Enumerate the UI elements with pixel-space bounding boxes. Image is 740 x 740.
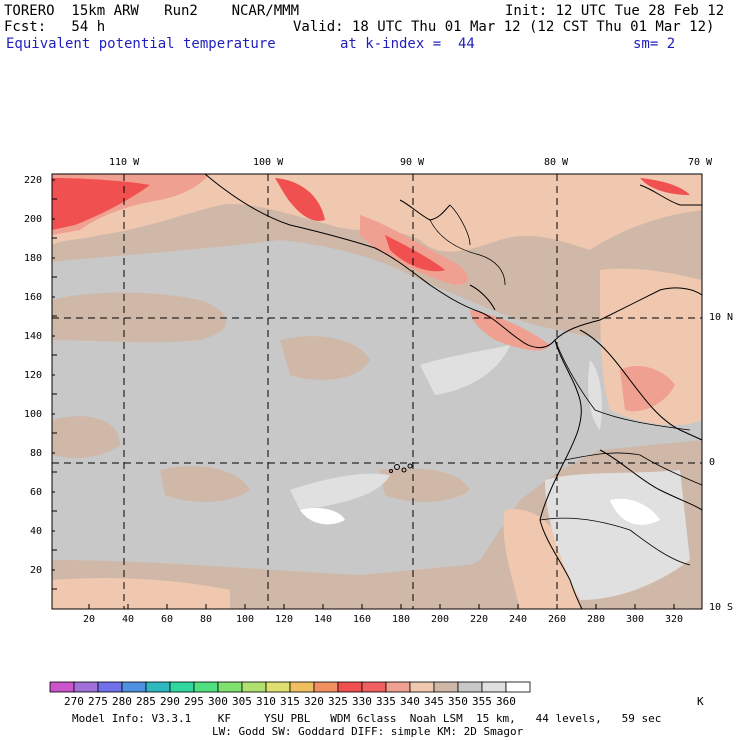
colorbar-swatch xyxy=(313,681,339,693)
theta-e-field xyxy=(52,174,702,609)
colorbar-label: 335 xyxy=(376,695,396,708)
x-tick-label: 100 xyxy=(236,614,255,625)
x-tick-label: 320 xyxy=(665,614,684,625)
y-tick-label: 180 xyxy=(24,253,43,264)
x-tick-label: 200 xyxy=(431,614,450,625)
colorbar-swatch xyxy=(361,681,387,693)
model-info: Model Info: V3.3.1 KF YSU PBL WDM 6class… xyxy=(72,712,662,725)
y-tick-label: 160 xyxy=(24,292,43,303)
y-tick-label: 100 xyxy=(24,409,43,420)
colorbar-label: 305 xyxy=(232,695,252,708)
valid-time: Valid: 18 UTC Thu 01 Mar 12 (12 CST Thu … xyxy=(293,19,715,35)
y-tick-label: 80 xyxy=(30,448,43,459)
y-tick-label: 220 xyxy=(24,175,43,186)
x-tick-label: 80 xyxy=(200,614,213,625)
colorbar-label: 330 xyxy=(352,695,372,708)
colorbar-swatch xyxy=(217,681,243,693)
forecast-hour: Fcst: 54 h xyxy=(4,19,106,35)
borders xyxy=(429,204,703,566)
x-tick-label: 180 xyxy=(392,614,411,625)
colorbar-swatch xyxy=(193,681,219,693)
colorbar-swatch xyxy=(337,681,363,693)
colorbar-label: 360 xyxy=(496,695,516,708)
colorbar-unit: K xyxy=(697,695,704,708)
colorbar-label: 300 xyxy=(208,695,228,708)
colorbar-swatch xyxy=(505,681,531,693)
x-tick-label: 220 xyxy=(470,614,489,625)
colorbar-swatch xyxy=(73,681,99,693)
x-tick-label: 240 xyxy=(509,614,528,625)
colorbar-label: 270 xyxy=(64,695,84,708)
lat-label-0: 0 xyxy=(709,457,716,468)
colorbar-label: 310 xyxy=(256,695,276,708)
x-tick-label: 140 xyxy=(314,614,333,625)
colorbar-swatch xyxy=(289,681,315,693)
colorbar-swatch xyxy=(49,681,75,693)
colorbar-swatch xyxy=(409,681,435,693)
y-tick-label: 20 xyxy=(30,565,43,576)
colorbar-label: 350 xyxy=(448,695,468,708)
lon-label-70w: 70 W xyxy=(688,157,713,168)
model-run-title: TORERO 15km ARW Run2 NCAR/MMM xyxy=(4,3,300,19)
colorbar-swatch xyxy=(481,681,507,693)
coastlines xyxy=(204,173,703,610)
x-tick-label: 280 xyxy=(587,614,606,625)
colorbar-swatch xyxy=(265,681,291,693)
lat-label-10s: 10 S xyxy=(709,602,734,613)
x-tick-label: 20 xyxy=(83,614,96,625)
colorbar-label: 280 xyxy=(112,695,132,708)
colorbar-swatch xyxy=(433,681,459,693)
y-tick-label: 140 xyxy=(24,331,43,342)
y-tick-label: 60 xyxy=(30,487,43,498)
y-tick-label: 120 xyxy=(24,370,43,381)
colorbar-label: 325 xyxy=(328,695,348,708)
lon-label-100w: 100 W xyxy=(253,157,284,168)
colorbar-label: 340 xyxy=(400,695,420,708)
physics-info: LW: Godd SW: Goddard DIFF: simple KM: 2D… xyxy=(212,725,524,738)
x-tick-label: 40 xyxy=(122,614,135,625)
smoothing: sm= 2 xyxy=(633,36,676,52)
x-tick-label: 260 xyxy=(548,614,567,625)
lat-label-10n: 10 N xyxy=(709,312,734,323)
colorbar-swatch xyxy=(241,681,267,693)
colorbar-swatch xyxy=(121,681,147,693)
colorbar-swatch xyxy=(97,681,123,693)
colorbar-swatch xyxy=(145,681,171,693)
x-tick-label: 120 xyxy=(275,614,294,625)
x-tick-label: 60 xyxy=(161,614,174,625)
axis-ticks xyxy=(52,179,675,609)
colorbar-label: 275 xyxy=(88,695,108,708)
lon-label-110w: 110 W xyxy=(109,157,140,168)
colorbar-swatch xyxy=(169,681,195,693)
colorbar-label: 315 xyxy=(280,695,300,708)
lat-lon-grid xyxy=(52,174,702,609)
y-tick-label: 40 xyxy=(30,526,43,537)
colorbar-label: 345 xyxy=(424,695,444,708)
colorbar-label: 290 xyxy=(160,695,180,708)
lon-label-80w: 80 W xyxy=(544,157,569,168)
colorbar-label: 295 xyxy=(184,695,204,708)
lon-label-90w: 90 W xyxy=(400,157,425,168)
x-tick-label: 160 xyxy=(353,614,372,625)
field-name: Equivalent potential temperature xyxy=(6,36,276,52)
colorbar-swatch xyxy=(457,681,483,693)
k-index: at k-index = 44 xyxy=(340,36,475,52)
x-tick-label: 300 xyxy=(626,614,645,625)
colorbar-label: 285 xyxy=(136,695,156,708)
colorbar xyxy=(49,681,531,693)
colorbar-label: 320 xyxy=(304,695,324,708)
map-frame xyxy=(51,173,703,610)
colorbar-label: 355 xyxy=(472,695,492,708)
colorbar-swatch xyxy=(385,681,411,693)
y-tick-label: 200 xyxy=(24,214,43,225)
init-time: Init: 12 UTC Tue 28 Feb 12 xyxy=(505,3,725,19)
